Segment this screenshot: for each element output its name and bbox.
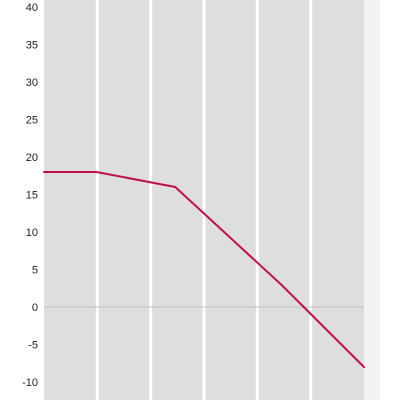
y-tick-label: 5 [32, 265, 38, 277]
y-axis: 40 35 30 25 20 15 10 5 0 -5 -10 [22, 2, 38, 389]
y-tick-label: 20 [26, 152, 38, 164]
y-tick-label: 0 [32, 302, 38, 314]
plot-right-strip [364, 0, 380, 400]
series-group [43, 171, 365, 368]
band-separator [202, 0, 206, 400]
y-tick-label: -5 [28, 340, 38, 352]
series-line [43, 171, 365, 368]
y-tick-label: 40 [26, 2, 38, 14]
band-separator [149, 0, 153, 400]
plot-background [44, 0, 380, 400]
y-tick-label: 35 [26, 40, 38, 52]
y-tick-label: -10 [22, 377, 38, 389]
y-tick-label: 30 [26, 77, 38, 89]
y-tick-label: 25 [26, 115, 38, 127]
band-separator [95, 0, 99, 400]
band-separator [255, 0, 259, 400]
band-separator [309, 0, 313, 400]
y-tick-label: 10 [26, 227, 38, 239]
y-tick-label: 15 [26, 190, 38, 202]
